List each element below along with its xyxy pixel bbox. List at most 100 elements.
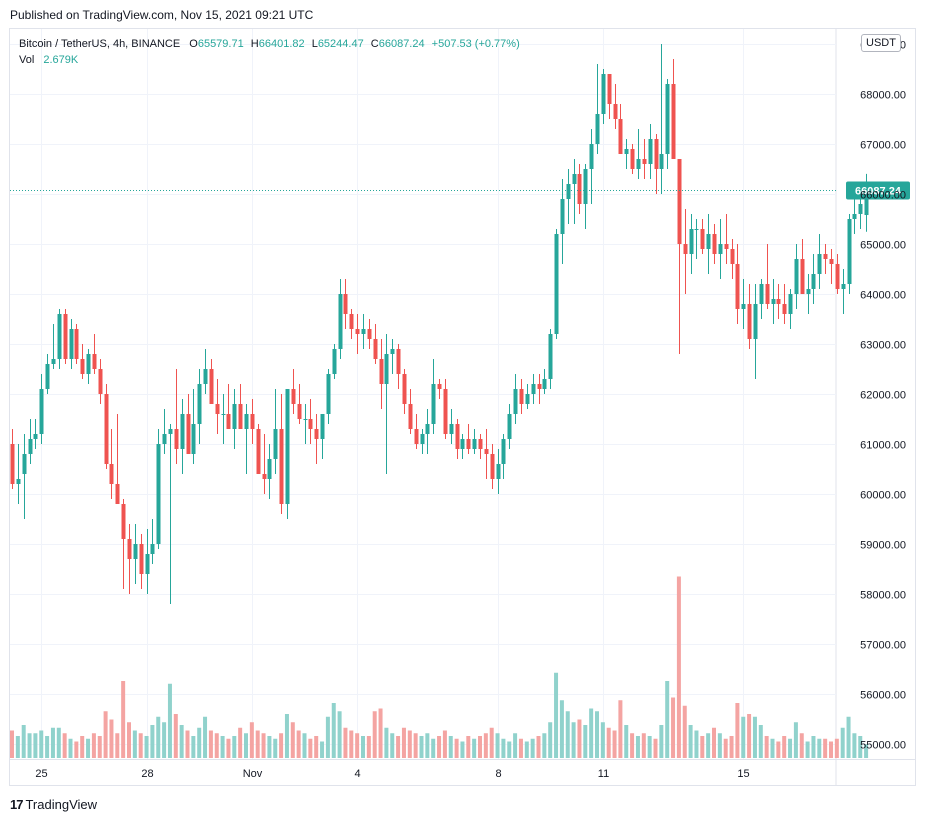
volume-bar — [296, 730, 301, 758]
volume-bar — [472, 738, 477, 758]
candle-body — [455, 424, 460, 449]
candle-body — [671, 84, 676, 159]
candle-body — [186, 414, 191, 454]
candle-body — [765, 284, 770, 304]
candle-body — [420, 434, 425, 444]
candle-body — [238, 404, 243, 429]
volume-bar — [501, 738, 506, 758]
volume-bar — [782, 736, 787, 758]
candle-body — [104, 394, 109, 464]
candle-body — [127, 539, 132, 559]
price-tick-label: 61000.00 — [860, 440, 906, 452]
close-label: C — [370, 38, 379, 50]
volume-bar — [671, 697, 676, 758]
volume-bar — [407, 730, 412, 758]
volume-bar — [542, 733, 547, 758]
candle-body — [800, 259, 805, 294]
candle-body — [262, 474, 267, 479]
candle-body — [291, 389, 296, 404]
candle-body — [297, 404, 302, 419]
symbol-label[interactable]: Bitcoin / TetherUS, 4h, BINANCE — [19, 38, 181, 50]
candle-body — [145, 554, 150, 574]
candle-body — [150, 544, 155, 554]
candle-body — [542, 379, 547, 389]
candle-body — [45, 364, 50, 389]
volume-bar — [852, 733, 857, 758]
candle-body — [314, 429, 319, 439]
candle-body — [361, 329, 366, 334]
price-tick-label: 68000.00 — [860, 90, 906, 102]
volume-bar — [320, 741, 325, 758]
volume-bar — [302, 733, 307, 758]
volume-bar — [653, 738, 658, 758]
candle-body — [326, 374, 331, 414]
candle-body — [443, 389, 448, 434]
volume-bar — [454, 738, 459, 758]
volume-bar — [115, 733, 120, 758]
volume-bar — [203, 716, 208, 758]
volume-bar — [132, 730, 137, 758]
currency-button[interactable]: USDT — [861, 34, 901, 52]
candle-body — [782, 304, 787, 314]
volume-bar — [846, 716, 851, 758]
candle-body — [741, 304, 746, 309]
volume-bar — [62, 733, 67, 758]
candle-body — [332, 349, 337, 374]
candle-body — [139, 544, 144, 574]
tradingview-footer[interactable]: 17 TradingView — [10, 797, 97, 812]
volume-bar — [150, 725, 155, 758]
candle-body — [69, 329, 74, 359]
volume-bar — [694, 730, 699, 758]
volume-bar — [583, 725, 588, 758]
grid-lines — [10, 29, 915, 785]
volume-bar — [483, 733, 488, 758]
candle-body — [373, 339, 378, 359]
candle-body — [712, 234, 717, 254]
candle-body — [823, 254, 828, 259]
volume-bar — [659, 725, 664, 758]
candle-body — [133, 544, 138, 559]
volume-bar — [249, 722, 254, 758]
volume-bar — [10, 730, 14, 758]
candle-body — [642, 159, 647, 164]
volume-bar — [665, 681, 670, 758]
volume-bar — [138, 733, 143, 758]
candle-body — [630, 149, 635, 169]
price-axis: 69000.0068000.0067000.0066000.0065000.00… — [860, 40, 906, 752]
candle-body — [221, 414, 226, 415]
price-tick-label: 58000.00 — [860, 590, 906, 602]
volume-bar — [162, 722, 167, 758]
volume-bar — [238, 727, 243, 758]
candle-body — [338, 294, 343, 349]
volume-bar — [518, 738, 523, 758]
volume-bar — [729, 736, 734, 758]
candle-body — [109, 464, 114, 484]
volume-bar — [308, 738, 313, 758]
candle-body — [162, 434, 167, 444]
candle-body — [355, 329, 360, 334]
candle-body — [501, 439, 506, 464]
candle-body — [226, 414, 231, 429]
candle-body — [303, 419, 308, 420]
candle-body — [794, 259, 799, 294]
volume-bar — [21, 725, 26, 758]
candle-body — [460, 439, 465, 449]
candle-body — [829, 259, 834, 264]
volume-bar — [197, 727, 202, 758]
last-price-label: 66087.24 — [855, 186, 902, 198]
candle-body — [86, 354, 91, 374]
candle-body — [513, 389, 518, 414]
volume-bar — [50, 727, 55, 758]
volume-bar — [325, 716, 330, 758]
volume-bar — [390, 733, 395, 758]
time-axis: 25 28 Nov 4 8 11 15 — [35, 768, 749, 780]
volume-bar — [507, 741, 512, 758]
candle-body — [156, 444, 161, 544]
volume-bar — [378, 708, 383, 758]
last-price-line: 66087.24 — [10, 181, 910, 200]
volume-bar — [343, 727, 348, 758]
candle-body — [384, 354, 389, 384]
volume-bar — [366, 736, 371, 758]
volume-bar — [676, 576, 681, 758]
